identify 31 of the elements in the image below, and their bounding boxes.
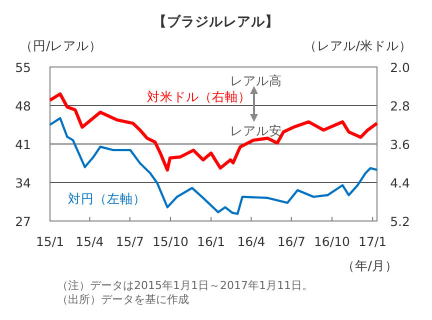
y2-tick-label: 5.2 — [390, 214, 410, 229]
x-tick-label: 16/7 — [277, 234, 306, 249]
y-tick-label: 48 — [15, 98, 32, 114]
y-axis-title: （円/レアル） — [20, 38, 102, 53]
y-tick-label: 34 — [15, 176, 32, 190]
series-label: 対米ドル（右軸） — [147, 89, 251, 104]
x-tick-label: 15/10 — [152, 234, 189, 249]
x-tick-label: 16/1 — [197, 234, 226, 249]
line-series — [48, 92, 379, 172]
x-tick-label: 15/1 — [36, 234, 64, 249]
y2-axis-title: （レアル/米ドル） — [304, 38, 412, 53]
x-tick-label: 16/4 — [237, 234, 266, 249]
text: （出所）データを基に作成 — [57, 293, 189, 306]
x-axis-title: （年/月） — [342, 258, 398, 273]
y2-tick-label: 3.6 — [390, 137, 410, 152]
x-tick-label: 15/7 — [116, 234, 144, 249]
annotation: レアル安 — [230, 123, 282, 138]
series-label: 対円（左軸） — [68, 191, 146, 206]
x-tick-label: 15/4 — [76, 234, 104, 249]
line-series — [48, 117, 378, 215]
y2-tick-label: 2.0 — [390, 60, 410, 75]
x-tick-label: 17/1 — [358, 234, 387, 249]
chart-title: 【ブラジルレアル】 — [153, 13, 279, 30]
y-tick-label: 55 — [15, 60, 31, 75]
text: （注）データは2015年1月1日～2017年1月11日。 — [57, 279, 313, 292]
y-tick-label: 41 — [15, 137, 31, 152]
x-tick-label: 16/10 — [314, 234, 350, 249]
annotation: レアル高 — [230, 73, 282, 88]
y2-tick-label: 2.8 — [390, 98, 410, 114]
y2-tick-label: 4.4 — [390, 176, 410, 190]
y-tick-label: 27 — [15, 214, 31, 229]
